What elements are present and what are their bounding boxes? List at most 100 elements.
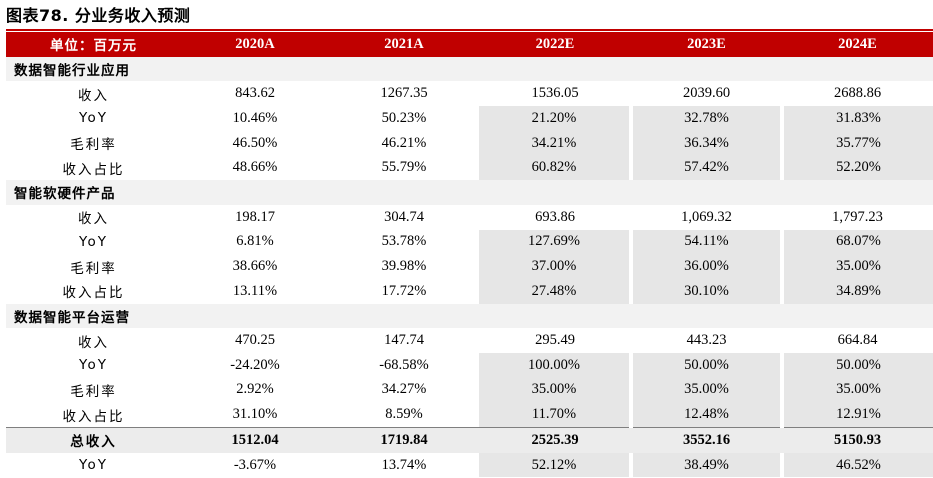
table-cell: 35.00% [780, 377, 933, 403]
table-row: 毛利率 2.92% 34.27% 35.00% 35.00% 35.00% [6, 377, 933, 403]
table-cell: 295.49 [535, 332, 575, 349]
table-cell: 46.50% [232, 134, 278, 151]
row-label: 收入占比 [62, 285, 125, 302]
table-cell: 1,797.23 [832, 208, 883, 225]
table-cell: 35.77% [780, 130, 933, 156]
row-label: 毛利率 [70, 383, 117, 400]
table-cell: 31.83% [780, 106, 933, 131]
table-cell: 35.00% [479, 377, 631, 403]
table-cell: 17.72% [381, 282, 427, 299]
header-row: 单位：百万元 2020A 2021A 2022E 2023E 2024E [6, 32, 933, 57]
table-cell: 6.81% [236, 233, 274, 250]
table-cell: 52.20% [780, 155, 933, 181]
table-cell: 31.10% [232, 406, 278, 423]
year-header: 2022E [479, 32, 631, 57]
table-cell: 34.21% [479, 130, 631, 156]
table-cell: -24.20% [230, 356, 280, 373]
table-cell: 1719.84 [329, 426, 479, 453]
table-cell: 27.48% [479, 278, 631, 304]
table-cell: 68.07% [780, 229, 933, 255]
table-cell: 843.62 [235, 85, 275, 102]
table-cell: 32.78% [629, 106, 782, 131]
row-label: 收入 [78, 87, 109, 104]
table-cell: 2525.39 [479, 426, 631, 453]
table-cell: -68.58% [379, 356, 429, 373]
table-cell: 664.84 [837, 332, 878, 349]
table-cell: 3552.16 [631, 426, 782, 453]
table-cell: 100.00% [479, 352, 631, 378]
section-header-row: 数据智能平台运营 [6, 303, 933, 329]
table-cell: 46.21% [381, 134, 427, 151]
table-row: 收入占比 48.66% 55.79% 60.82% 57.42% 52.20% [6, 155, 933, 181]
row-label: 收入 [78, 211, 109, 228]
table-row: 收入占比 13.11% 17.72% 27.48% 30.10% 34.89% [6, 278, 933, 304]
table-cell: 127.69% [479, 229, 631, 255]
table-cell: 36.34% [629, 130, 782, 156]
table-cell: 57.42% [629, 155, 782, 181]
table-cell: 2039.60 [682, 85, 731, 102]
table-row: 收入 470.25 147.74 295.49 443.23 664.84 [6, 328, 933, 353]
table-cell: 470.25 [235, 332, 275, 349]
table-row: 毛利率 38.66% 39.98% 37.00% 36.00% 35.00% [6, 254, 933, 279]
year-header: 2024E [782, 32, 933, 57]
section-header-row: 智能软硬件产品 [6, 180, 933, 205]
table-cell: 37.00% [479, 254, 631, 279]
row-label: 收入占比 [62, 408, 125, 425]
table-cell: 1512.04 [181, 426, 329, 453]
table-cell: 443.23 [686, 332, 727, 349]
row-label: YoY [79, 110, 108, 127]
row-label: 毛利率 [70, 260, 117, 277]
row-label: YoY [79, 233, 108, 250]
table-cell: 53.78% [381, 233, 427, 250]
table-cell: 198.17 [235, 208, 275, 225]
table-cell: 38.49% [629, 452, 782, 478]
row-label: 毛利率 [70, 137, 117, 154]
table-cell: 147.74 [384, 332, 424, 349]
table-cell: 10.46% [232, 109, 278, 126]
total-yoy-row: YoY -3.67% 13.74% 52.12% 38.49% 46.52% [6, 452, 933, 478]
table-cell: 39.98% [381, 258, 427, 275]
section-title: 智能软硬件产品 [6, 180, 933, 205]
table-row: 收入占比 31.10% 8.59% 11.70% 12.48% 12.91% [6, 402, 933, 428]
table-cell: 50.23% [381, 109, 427, 126]
table-cell: 35.00% [780, 254, 933, 279]
table-cell: 12.91% [780, 402, 933, 428]
table-cell: 50.00% [629, 352, 782, 378]
year-header: 2023E [631, 32, 782, 57]
table-row: YoY -24.20% -68.58% 100.00% 50.00% 50.00… [6, 352, 933, 378]
table-row: 收入 843.62 1267.35 1536.05 2039.60 2688.8… [6, 81, 933, 106]
table-cell: 2.92% [236, 381, 274, 398]
table-cell: 12.48% [629, 402, 782, 428]
table-cell: 1,069.32 [681, 208, 732, 225]
row-label: 收入 [78, 334, 109, 351]
table-cell: 60.82% [479, 155, 631, 181]
table-cell: 52.12% [479, 452, 631, 478]
table-cell: 8.59% [385, 406, 423, 423]
unit-label: 单位：百万元 [6, 32, 181, 57]
total-row: 总收入 1512.04 1719.84 2525.39 3552.16 5150… [6, 426, 933, 453]
row-label: YoY [79, 357, 108, 374]
table-cell: 13.11% [232, 282, 278, 299]
table-cell: 36.00% [629, 254, 782, 279]
table-row: 毛利率 46.50% 46.21% 34.21% 36.34% 35.77% [6, 130, 933, 156]
table-title: 图表78. 分业务收入预测 [6, 6, 191, 25]
table-cell: 34.89% [780, 278, 933, 304]
row-label: YoY [79, 457, 108, 474]
section-header-row: 数据智能行业应用 [6, 56, 933, 82]
table-cell: -3.67% [233, 456, 277, 473]
table-cell: 1536.05 [531, 85, 579, 102]
table-cell: 38.66% [232, 258, 278, 275]
table-cell: 13.74% [381, 456, 427, 473]
table-cell: 50.00% [780, 352, 933, 378]
table-cell: 5150.93 [782, 426, 933, 453]
year-header: 2021A [329, 32, 479, 57]
table-cell: 693.86 [535, 208, 575, 225]
table-cell: 30.10% [629, 278, 782, 304]
table-cell: 54.11% [629, 229, 782, 255]
table-cell: 46.52% [780, 452, 933, 478]
table-cell: 35.00% [629, 377, 782, 403]
table-cell: 304.74 [384, 208, 424, 225]
table-cell: 21.20% [479, 106, 631, 131]
table-cell: 11.70% [479, 402, 631, 428]
table-row: YoY 6.81% 53.78% 127.69% 54.11% 68.07% [6, 229, 933, 255]
